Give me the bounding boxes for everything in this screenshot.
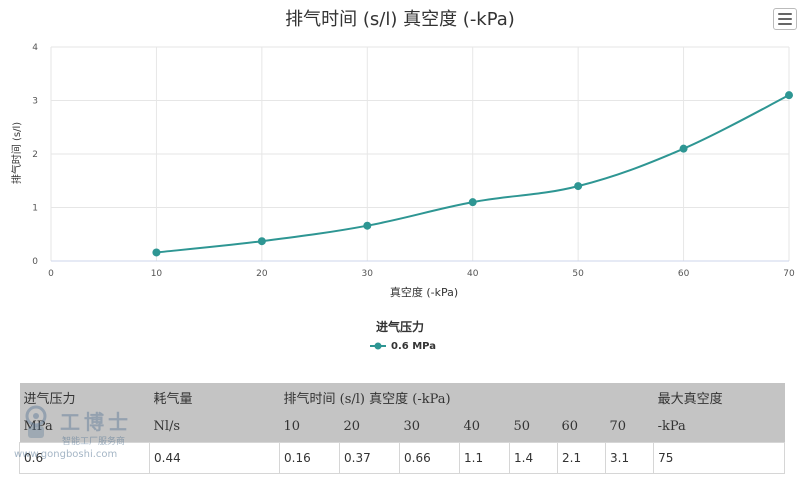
data-point[interactable] xyxy=(152,248,161,257)
table-unit-cell: 50 xyxy=(509,412,558,443)
table-cell: 0.66 xyxy=(399,441,460,475)
y-axis-title: 排气时间 (s/l) xyxy=(10,122,23,184)
table-cell: 0.6 xyxy=(19,441,150,475)
chart-menu-button[interactable] xyxy=(773,8,797,30)
x-tick-label: 70 xyxy=(783,269,795,279)
axes: 0 10 20 30 40 50 60 70 0 1 2 3 4 xyxy=(32,43,795,279)
table-cell: 1.4 xyxy=(509,441,558,475)
x-tick-label: 50 xyxy=(572,269,584,279)
table-header-cell: 排气时间 (s/l) 真空度 (-kPa) xyxy=(279,383,654,413)
data-point[interactable] xyxy=(679,144,688,153)
line-chart: 0 10 20 30 40 50 60 70 0 1 2 3 4 真空度 (-kPa) 排气时间 (s/… xyxy=(10,43,795,299)
chart-title: 排气时间 (s/l) 真空度 (-kPa) xyxy=(285,9,515,30)
table-header-row: MPa Nl/s 10 20 30 40 50 60 70 -kPa xyxy=(19,412,785,443)
x-axis-title: 真空度 (-kPa) xyxy=(390,285,458,299)
x-tick-label: 60 xyxy=(678,269,690,279)
hamburger-menu-icon xyxy=(778,13,792,25)
table-unit-cell: Nl/s xyxy=(149,412,280,443)
table-header-cell: 进气压力 xyxy=(19,383,150,413)
x-tick-label: 20 xyxy=(256,269,268,279)
y-tick-label: 1 xyxy=(32,204,38,214)
table-cell: 2.1 xyxy=(557,441,606,475)
y-tick-label: 4 xyxy=(32,43,38,53)
table-cell: 0.16 xyxy=(279,441,340,475)
table-unit-cell: 40 xyxy=(459,412,510,443)
y-tick-label: 3 xyxy=(32,97,38,107)
table-header-row: 进气压力 耗气量 排气时间 (s/l) 真空度 (-kPa) 最大真空度 xyxy=(19,383,785,413)
x-tick-label: 30 xyxy=(362,269,374,279)
grid-lines xyxy=(50,46,790,262)
table-header-cell: 最大真空度 xyxy=(653,383,785,413)
table-unit-cell: 30 xyxy=(399,412,460,443)
table-cell: 0.37 xyxy=(339,441,400,475)
legend-item-0.6-mpa[interactable]: 0.6 MPa xyxy=(370,338,436,354)
data-point[interactable] xyxy=(785,91,793,100)
table-unit-cell: 20 xyxy=(339,412,400,443)
table-unit-cell: MPa xyxy=(19,412,150,443)
data-point[interactable] xyxy=(257,237,266,246)
x-tick-label: 40 xyxy=(467,269,479,279)
data-points xyxy=(152,91,793,257)
table-unit-cell: 70 xyxy=(605,412,654,443)
y-tick-label: 2 xyxy=(32,150,38,160)
table-unit-cell: 10 xyxy=(279,412,340,443)
table-unit-cell: 60 xyxy=(557,412,606,443)
table-unit-cell: -kPa xyxy=(653,412,785,443)
spec-table: 进气压力 耗气量 排气时间 (s/l) 真空度 (-kPa) 最大真空度 MPa… xyxy=(19,383,786,475)
table-cell: 1.1 xyxy=(459,441,510,475)
x-tick-label: 0 xyxy=(48,269,54,279)
y-tick-label: 0 xyxy=(32,257,38,267)
x-tick-label: 10 xyxy=(151,269,163,279)
legend-item-label: 0.6 MPa xyxy=(391,340,436,352)
table-row: 0.6 0.44 0.16 0.37 0.66 1.1 1.4 2.1 3.1 … xyxy=(19,441,786,475)
legend-title: 进气压力 xyxy=(375,320,424,334)
data-point[interactable] xyxy=(363,221,372,230)
table-cell: 75 xyxy=(653,441,786,475)
table-header-cell: 耗气量 xyxy=(149,383,280,413)
legend-line-marker-icon xyxy=(370,342,386,350)
data-point[interactable] xyxy=(468,198,477,207)
data-point[interactable] xyxy=(574,182,583,191)
table-cell: 0.44 xyxy=(149,441,280,475)
table-cell: 3.1 xyxy=(604,441,655,475)
